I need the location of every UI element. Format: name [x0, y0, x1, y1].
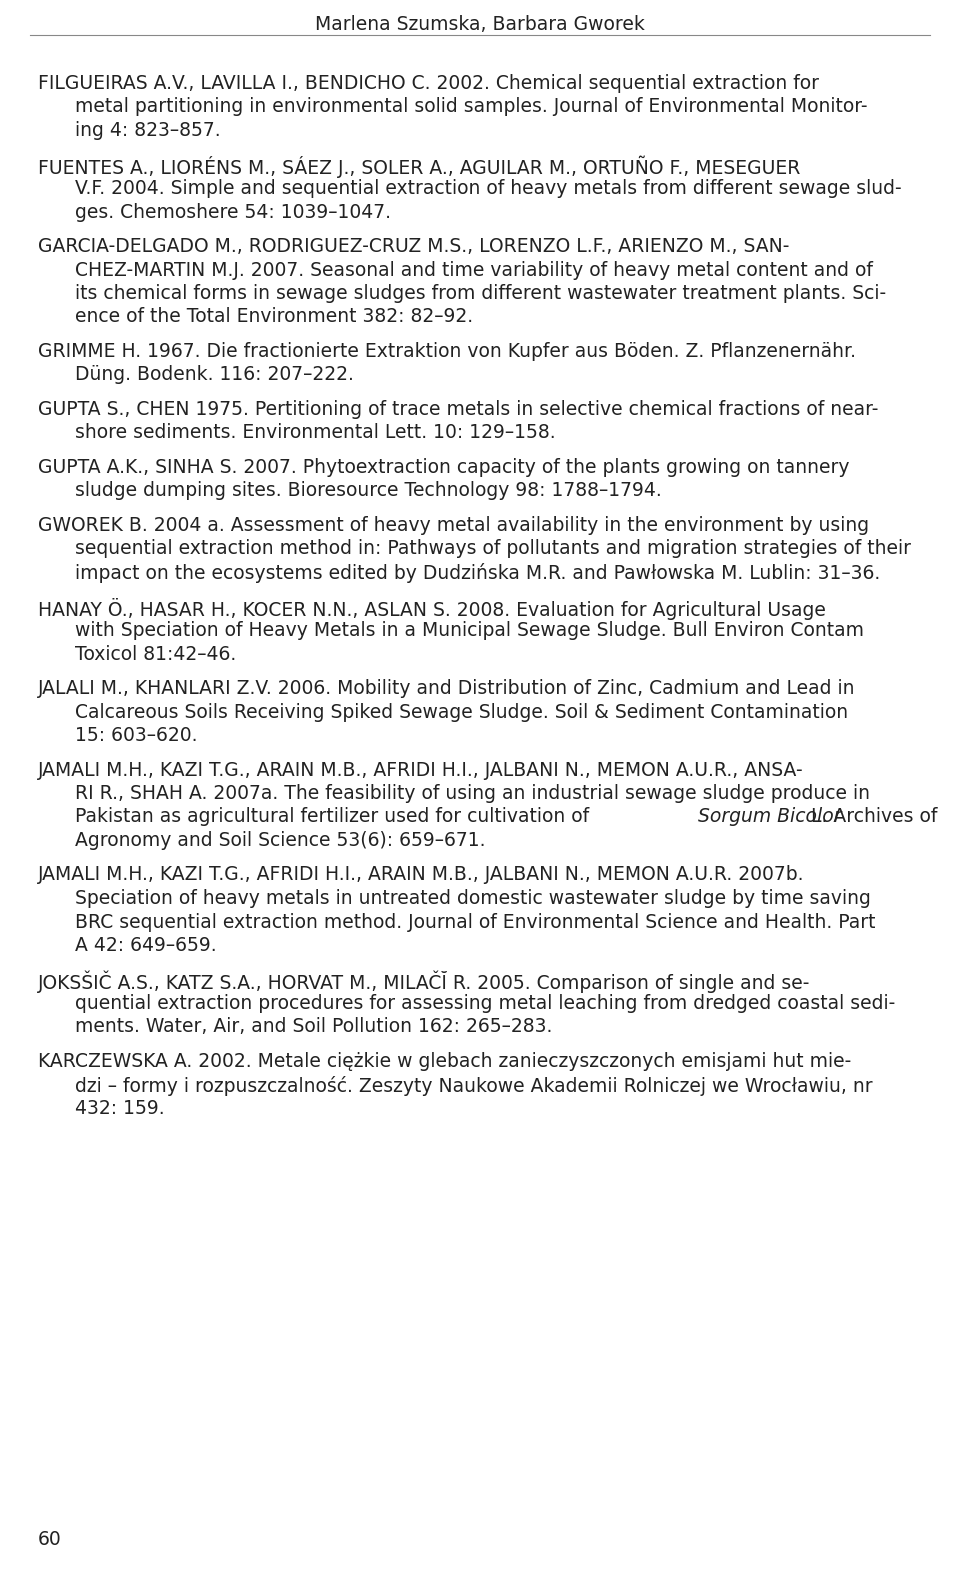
Text: Pakistan as agricultural fertilizer used for cultivation of: Pakistan as agricultural fertilizer used…: [75, 808, 595, 827]
Text: A 42: 649–659.: A 42: 649–659.: [75, 935, 217, 956]
Text: its chemical forms in sewage sludges from different wastewater treatment plants.: its chemical forms in sewage sludges fro…: [75, 285, 886, 303]
Text: JOKSŠIČ A.S., KATZ S.A., HORVAT M., MILAČĬ R. 2005. Comparison of single and se-: JOKSŠIČ A.S., KATZ S.A., HORVAT M., MILA…: [38, 970, 810, 994]
Text: FILGUEIRAS A.V., LAVILLA I., BENDICHO C. 2002. Chemical sequential extraction fo: FILGUEIRAS A.V., LAVILLA I., BENDICHO C.…: [38, 74, 819, 93]
Text: JAMALI M.H., KAZI T.G., AFRIDI H.I., ARAIN M.B., JALBANI N., MEMON A.U.R. 2007b.: JAMALI M.H., KAZI T.G., AFRIDI H.I., ARA…: [38, 866, 804, 885]
Text: with Speciation of Heavy Metals in a Municipal Sewage Sludge. Bull Environ Conta: with Speciation of Heavy Metals in a Mun…: [75, 621, 864, 640]
Text: Calcareous Soils Receiving Spiked Sewage Sludge. Soil & Sediment Contamination: Calcareous Soils Receiving Spiked Sewage…: [75, 703, 848, 722]
Text: JAMALI M.H., KAZI T.G., ARAIN M.B., AFRIDI H.I., JALBANI N., MEMON A.U.R., ANSA-: JAMALI M.H., KAZI T.G., ARAIN M.B., AFRI…: [38, 761, 804, 780]
Text: quential extraction procedures for assessing metal leaching from dredged coastal: quential extraction procedures for asses…: [75, 994, 896, 1012]
Text: GUPTA A.K., SINHA S. 2007. Phytoextraction capacity of the plants growing on tan: GUPTA A.K., SINHA S. 2007. Phytoextracti…: [38, 457, 850, 476]
Text: FUENTES A., LIORÉNS M., SÁEZ J., SOLER A., AGUILAR M., ORTUÑO F., MESEGUER: FUENTES A., LIORÉNS M., SÁEZ J., SOLER A…: [38, 156, 801, 178]
Text: ence of the Total Environment 382: 82–92.: ence of the Total Environment 382: 82–92…: [75, 308, 473, 327]
Text: ments. Water, Air, and Soil Pollution 162: 265–283.: ments. Water, Air, and Soil Pollution 16…: [75, 1017, 552, 1036]
Text: Düng. Bodenk. 116: 207–222.: Düng. Bodenk. 116: 207–222.: [75, 366, 354, 385]
Text: GARCIA-DELGADO M., RODRIGUEZ-CRUZ M.S., LORENZO L.F., ARIENZO M., SAN-: GARCIA-DELGADO M., RODRIGUEZ-CRUZ M.S., …: [38, 237, 789, 256]
Text: GRIMME H. 1967. Die fractionierte Extraktion von Kupfer aus Böden. Z. Pflanzener: GRIMME H. 1967. Die fractionierte Extrak…: [38, 343, 856, 362]
Text: Sorgum Bicolor: Sorgum Bicolor: [698, 808, 842, 827]
Text: metal partitioning in environmental solid samples. Journal of Environmental Moni: metal partitioning in environmental soli…: [75, 97, 868, 116]
Text: 60: 60: [38, 1530, 61, 1548]
Text: V.F. 2004. Simple and sequential extraction of heavy metals from different sewag: V.F. 2004. Simple and sequential extract…: [75, 179, 901, 198]
Text: Agronomy and Soil Science 53(6): 659–671.: Agronomy and Soil Science 53(6): 659–671…: [75, 832, 486, 850]
Text: JALALI M., KHANLARI Z.V. 2006. Mobility and Distribution of Zinc, Cadmium and Le: JALALI M., KHANLARI Z.V. 2006. Mobility …: [38, 679, 855, 698]
Text: sequential extraction method in: Pathways of pollutants and migration strategies: sequential extraction method in: Pathway…: [75, 539, 911, 558]
Text: CHEZ-MARTIN M.J. 2007. Seasonal and time variability of heavy metal content and : CHEZ-MARTIN M.J. 2007. Seasonal and time…: [75, 261, 873, 280]
Text: impact on the ecosystems edited by Dudzińska M.R. and Pawłowska M. Lublin: 31–36: impact on the ecosystems edited by Dudzi…: [75, 563, 880, 583]
Text: HANAY Ö., HASAR H., KOCER N.N., ASLAN S. 2008. Evaluation for Agricultural Usage: HANAY Ö., HASAR H., KOCER N.N., ASLAN S.…: [38, 597, 826, 619]
Text: 15: 603–620.: 15: 603–620.: [75, 726, 198, 745]
Text: sludge dumping sites. Bioresource Technology 98: 1788–1794.: sludge dumping sites. Bioresource Techno…: [75, 481, 661, 500]
Text: ing 4: 823–857.: ing 4: 823–857.: [75, 121, 221, 140]
Text: Speciation of heavy metals in untreated domestic wastewater sludge by time savin: Speciation of heavy metals in untreated …: [75, 890, 871, 909]
Text: BRC sequential extraction method. Journal of Environmental Science and Health. P: BRC sequential extraction method. Journa…: [75, 912, 876, 932]
Text: dzi – formy i rozpuszczalność. Zeszyty Naukowe Akademii Rolniczej we Wrocławiu, : dzi – formy i rozpuszczalność. Zeszyty N…: [75, 1075, 873, 1096]
Text: Toxicol 81:42–46.: Toxicol 81:42–46.: [75, 645, 236, 663]
Text: GWOREK B. 2004 a. Assessment of heavy metal availability in the environment by u: GWOREK B. 2004 a. Assessment of heavy me…: [38, 516, 869, 534]
Text: Marlena Szumska, Barbara Gworek: Marlena Szumska, Barbara Gworek: [315, 16, 645, 35]
Text: KARCZEWSKA A. 2002. Metale ciężkie w glebach zanieczyszczonych emisjami hut mie-: KARCZEWSKA A. 2002. Metale ciężkie w gle…: [38, 1052, 852, 1071]
Text: RI R., SHAH A. 2007a. The feasibility of using an industrial sewage sludge produ: RI R., SHAH A. 2007a. The feasibility of…: [75, 784, 870, 803]
Text: GUPTA S., CHEN 1975. Pertitioning of trace metals in selective chemical fraction: GUPTA S., CHEN 1975. Pertitioning of tra…: [38, 399, 878, 420]
Text: ges. Chemoshere 54: 1039–1047.: ges. Chemoshere 54: 1039–1047.: [75, 203, 391, 222]
Text: L. Archives of: L. Archives of: [804, 808, 937, 827]
Text: shore sediments. Environmental Lett. 10: 129–158.: shore sediments. Environmental Lett. 10:…: [75, 423, 556, 442]
Text: 432: 159.: 432: 159.: [75, 1099, 164, 1118]
